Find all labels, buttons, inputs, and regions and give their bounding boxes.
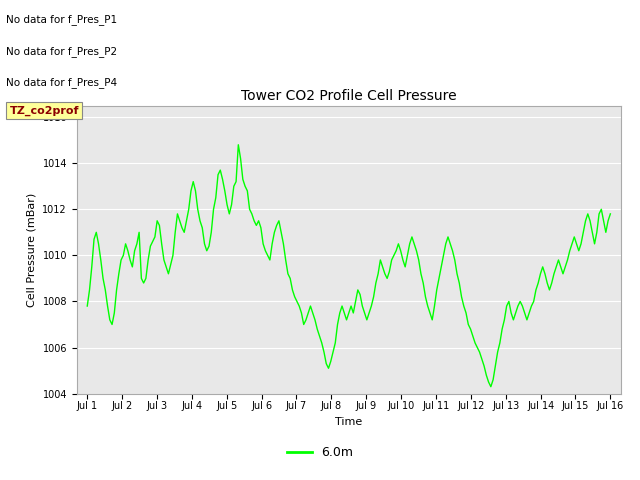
Title: Tower CO2 Profile Cell Pressure: Tower CO2 Profile Cell Pressure [241,89,456,103]
Text: No data for f_Pres_P4: No data for f_Pres_P4 [6,77,118,88]
Text: No data for f_Pres_P2: No data for f_Pres_P2 [6,46,118,57]
Y-axis label: Cell Pressure (mBar): Cell Pressure (mBar) [27,192,37,307]
Legend: 6.0m: 6.0m [282,441,358,464]
Text: TZ_co2prof: TZ_co2prof [10,106,79,116]
Text: No data for f_Pres_P1: No data for f_Pres_P1 [6,14,118,25]
X-axis label: Time: Time [335,417,362,427]
